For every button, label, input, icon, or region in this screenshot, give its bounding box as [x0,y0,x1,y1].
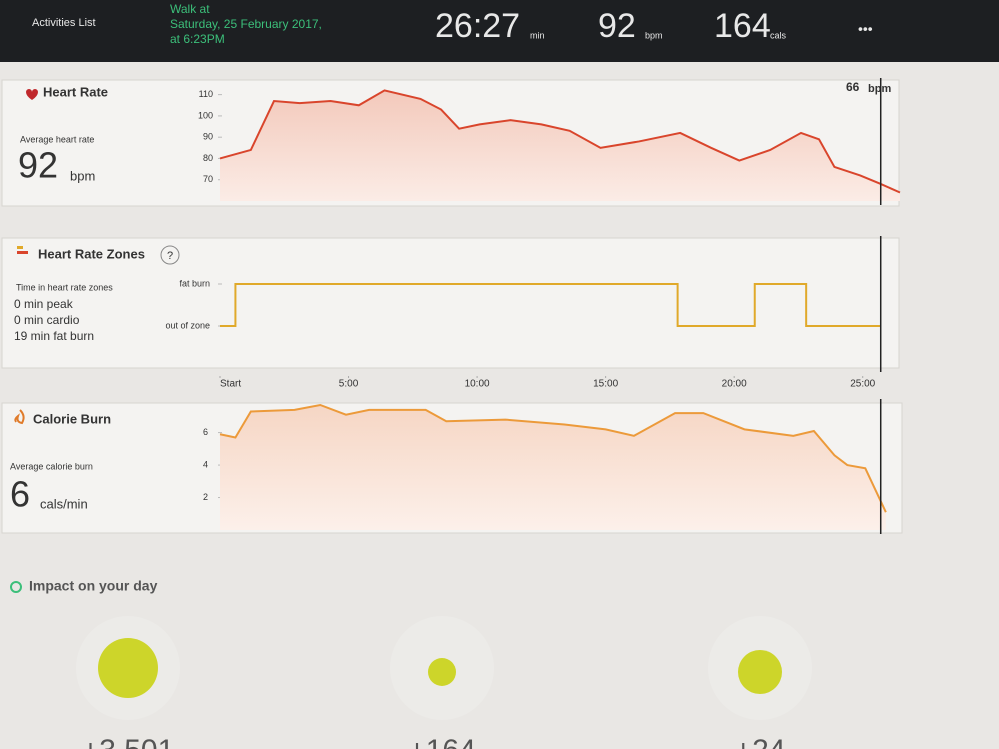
line [220,283,881,327]
panel-title: Calorie Burn [33,411,111,426]
area [220,405,886,530]
summary-line: 0 min peak [14,297,74,311]
x-tick-label: 15:00 [593,379,618,390]
x-tick-label: Start [220,379,241,390]
panel-title: Heart Rate [43,84,108,99]
average-value: 92 [18,145,58,186]
menu[interactable]: ••• [858,21,873,37]
activity-line: Walk at [170,2,210,16]
y-tick-label: fat burn [179,278,210,288]
x-tick-label: 25:00 [850,379,875,390]
y-tick-label: out of zone [165,320,210,330]
zones-icon [17,251,28,254]
flame-icon [14,409,25,425]
back-link[interactable]: Activities List [32,17,96,29]
zones-panel [1,237,900,369]
y-tick-label: 90 [203,132,213,142]
panel-title: Heart Rate Zones [38,246,145,261]
y-tick-label: 100 [198,110,213,120]
calories-icon[interactable] [428,658,456,686]
active-icon[interactable] [738,650,782,694]
average-unit: bpm [70,168,95,183]
y-tick-label: 110 [199,89,213,99]
area [220,90,900,201]
header-bg [0,0,999,62]
stat-value: 92 [598,7,636,45]
stat-unit: min [530,30,545,40]
stat-unit: bpm [645,30,663,40]
header: Activities List Walk at Saturday, 25 Feb… [0,0,999,62]
impact-value: +3,501 [82,734,175,749]
heart-icon [26,89,38,100]
x-tick-label: 10:00 [465,379,490,390]
y-tick-label: 2 [203,492,208,502]
section-title: Impact on your day [29,578,158,594]
x-tick-label: 5:00 [339,379,359,390]
cursor-value: 66 [846,80,860,94]
line [219,403,887,513]
summary-line: 0 min cardio [14,313,80,327]
stat-value: 26:27 [435,7,520,45]
y-tick-label: 70 [203,174,213,184]
impact-icon [10,581,22,593]
y-tick-label: 6 [203,427,208,437]
help-button[interactable] [160,245,180,265]
line [219,89,901,194]
cursor-unit: bpm [868,83,891,95]
x-tick-label: 20:00 [722,379,747,390]
stat-value: 164 [714,7,771,45]
y-tick-label: 4 [203,459,208,469]
summary-line: 19 min fat burn [14,329,94,343]
summary-label: Time in heart rate zones [16,282,113,292]
steps-icon[interactable] [98,638,158,698]
impact-value: +24 [735,734,786,749]
stat-unit: cals [770,30,787,40]
zones-icon [17,246,23,249]
activity-line: Saturday, 25 February 2017, [170,17,322,31]
impact-value: +164 [408,734,476,749]
average-value: 6 [10,474,30,515]
activity-line: at 6:23PM [170,32,225,46]
y-tick-label: 80 [203,153,213,163]
average-label: Average calorie burn [10,461,93,471]
average-unit: cals/min [40,496,88,511]
help-text: ? [167,250,173,262]
average-label: Average heart rate [20,134,94,144]
